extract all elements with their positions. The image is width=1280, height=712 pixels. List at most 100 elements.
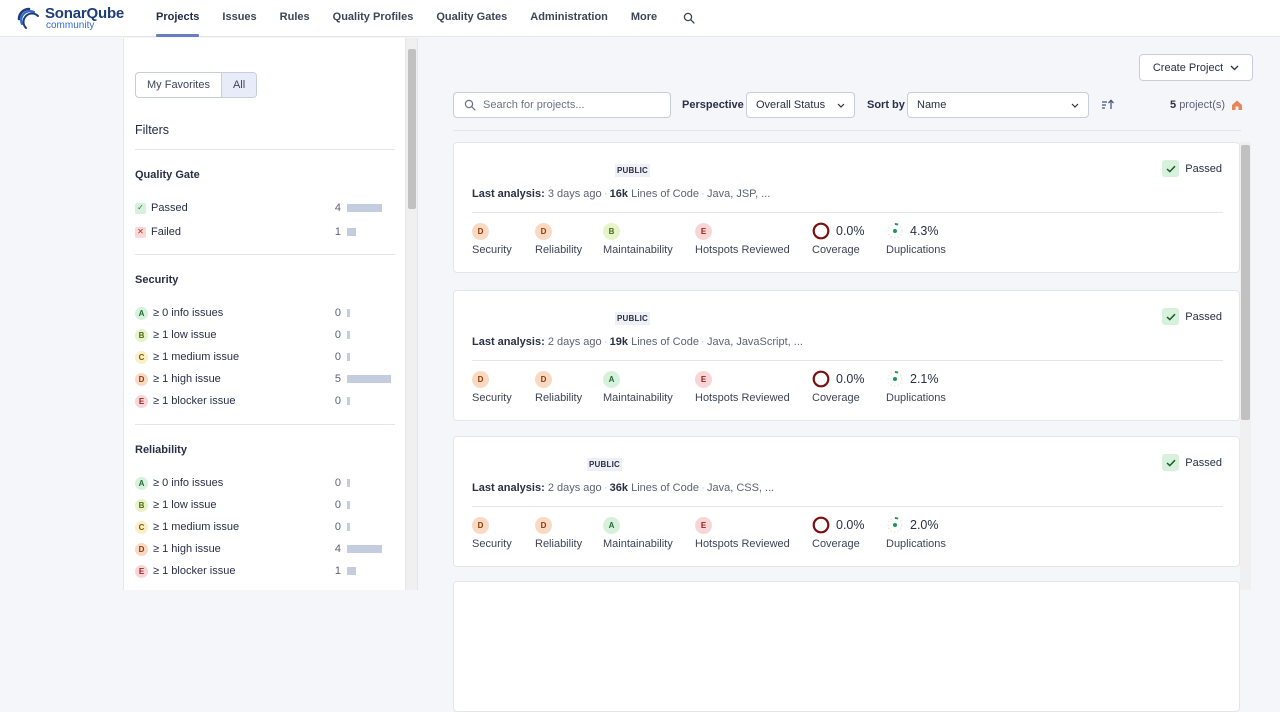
visibility-badge: PUBLIC bbox=[587, 458, 622, 471]
facet-label: ≥ 0 info issues bbox=[153, 307, 224, 319]
measure-security[interactable]: D Security bbox=[472, 516, 512, 550]
measure-maintainability[interactable]: A Maintainability bbox=[603, 516, 673, 550]
facet-qg-passed[interactable]: ✓ Passed 4 bbox=[135, 199, 391, 217]
maintainability-rating-badge: A bbox=[603, 516, 620, 534]
search-icon[interactable] bbox=[683, 12, 695, 24]
measure-coverage[interactable]: 0.0% Coverage bbox=[812, 516, 865, 550]
hotspots-rating-badge: E bbox=[695, 222, 712, 240]
facet-security-c[interactable]: C ≥ 1 medium issue 0 bbox=[135, 348, 391, 366]
search-input[interactable] bbox=[483, 99, 653, 111]
measure-label: Hotspots Reviewed bbox=[695, 538, 790, 550]
facet-reliability-c[interactable]: C ≥ 1 medium issue 0 bbox=[135, 518, 391, 536]
coverage-value: 0.0% bbox=[836, 224, 865, 238]
reliability-rating-badge: D bbox=[535, 370, 552, 388]
facet-label: Passed bbox=[151, 202, 188, 214]
projects-scrollbar[interactable] bbox=[1240, 142, 1251, 590]
measure-coverage[interactable]: 0.0% Coverage bbox=[812, 370, 865, 404]
measure-label: Security bbox=[472, 244, 512, 256]
facet-bar bbox=[347, 567, 356, 575]
chevron-down-icon bbox=[1071, 103, 1079, 108]
measure-hotspots[interactable]: E Hotspots Reviewed bbox=[695, 516, 790, 550]
nav-issues[interactable]: Issues bbox=[222, 11, 257, 23]
measure-maintainability[interactable]: A Maintainability bbox=[603, 370, 673, 404]
nav-quality-profiles[interactable]: Quality Profiles bbox=[332, 11, 414, 23]
sort-select[interactable]: Name bbox=[907, 92, 1089, 118]
facet-reliability-a[interactable]: A ≥ 0 info issues 0 bbox=[135, 474, 391, 492]
reliability-rating-badge: D bbox=[535, 222, 552, 240]
sort-direction-icon[interactable] bbox=[1101, 99, 1115, 110]
facet-security-e[interactable]: E ≥ 1 blocker issue 0 bbox=[135, 392, 391, 410]
facet-count: 0 bbox=[334, 477, 341, 489]
facet-count: 0 bbox=[334, 329, 341, 341]
project-card[interactable]: PUBLIC Passed Last analysis: 3 days ago · 16… bbox=[453, 142, 1240, 273]
scrollbar-thumb[interactable] bbox=[408, 49, 416, 209]
nav-more[interactable]: More bbox=[630, 11, 658, 23]
facet-security-b[interactable]: B ≥ 1 low issue 0 bbox=[135, 326, 391, 344]
facet-bar bbox=[347, 375, 391, 383]
facet-bar bbox=[347, 309, 350, 317]
passed-check-icon: ✓ bbox=[135, 202, 146, 214]
measure-hotspots[interactable]: E Hotspots Reviewed bbox=[695, 222, 790, 256]
sidebar-scrollbar[interactable] bbox=[405, 38, 417, 590]
duplications-value: 2.0% bbox=[910, 518, 939, 532]
facet-bar bbox=[347, 204, 383, 212]
all-button[interactable]: All bbox=[220, 73, 257, 97]
security-rating-badge: D bbox=[472, 222, 489, 240]
facet-label: Failed bbox=[151, 226, 181, 238]
security-rating-badge: D bbox=[472, 516, 489, 534]
measure-coverage[interactable]: 0.0% Coverage bbox=[812, 222, 865, 256]
scrollbar-thumb[interactable] bbox=[1241, 145, 1250, 420]
facet-security-a[interactable]: A ≥ 0 info issues 0 bbox=[135, 304, 391, 322]
measure-label: Reliability bbox=[535, 244, 583, 256]
measure-label: Security bbox=[472, 538, 512, 550]
facet-qg-failed[interactable]: ✕ Failed 1 bbox=[135, 223, 391, 241]
nav-rules[interactable]: Rules bbox=[279, 11, 310, 23]
perspective-select[interactable]: Overall Status bbox=[746, 92, 855, 118]
create-project-button[interactable]: Create Project bbox=[1139, 54, 1253, 81]
quality-gate-status: Passed bbox=[1162, 308, 1222, 325]
quality-gate-status: Passed bbox=[1162, 454, 1222, 471]
measure-duplications[interactable]: 2.0% Duplications bbox=[886, 516, 946, 550]
project-count-value: 5 bbox=[1170, 99, 1177, 111]
measure-duplications[interactable]: 4.3% Duplications bbox=[886, 222, 946, 256]
duplications-value: 2.1% bbox=[910, 372, 939, 386]
nav-projects[interactable]: Projects bbox=[156, 0, 200, 37]
measure-label: Coverage bbox=[812, 392, 860, 404]
reliability-rating-badge: D bbox=[535, 516, 552, 534]
measure-security[interactable]: D Security bbox=[472, 222, 512, 256]
measure-security[interactable]: D Security bbox=[472, 370, 512, 404]
facet-reliability-b[interactable]: B ≥ 1 low issue 0 bbox=[135, 496, 391, 514]
measure-reliability[interactable]: D Reliability bbox=[535, 516, 582, 550]
facet-count: 0 bbox=[334, 307, 341, 319]
languages: Java, CSS, ... bbox=[706, 482, 775, 494]
facet-bar bbox=[347, 353, 350, 361]
nav-quality-gates[interactable]: Quality Gates bbox=[436, 11, 508, 23]
measure-hotspots[interactable]: E Hotspots Reviewed bbox=[695, 370, 790, 404]
card-divider bbox=[472, 360, 1223, 361]
facet-reliability-e[interactable]: E ≥ 1 blocker issue 1 bbox=[135, 562, 391, 580]
loc-label: Lines of Code bbox=[631, 188, 699, 200]
measure-reliability[interactable]: D Reliability bbox=[535, 222, 582, 256]
analysis-label: Last analysis: bbox=[472, 482, 545, 494]
facet-security-d[interactable]: D ≥ 1 high issue 5 bbox=[135, 370, 391, 388]
top-navigation: SonarQube community Projects Issues Rule… bbox=[0, 0, 1280, 37]
maintainability-rating-badge: A bbox=[603, 370, 620, 388]
project-card[interactable]: PUBLIC Passed Last analysis: 2 days ago · 36… bbox=[453, 436, 1240, 567]
home-icon[interactable] bbox=[1231, 99, 1243, 111]
measure-duplications[interactable]: 2.1% Duplications bbox=[886, 370, 946, 404]
facet-reliability-d[interactable]: D ≥ 1 high issue 4 bbox=[135, 540, 391, 558]
favorites-toggle: My Favorites All bbox=[135, 72, 258, 98]
project-card[interactable]: PUBLIC Passed Last analysis: 2 days ago · 19… bbox=[453, 290, 1240, 421]
measure-label: Coverage bbox=[812, 244, 860, 256]
nav-administration[interactable]: Administration bbox=[530, 11, 608, 23]
failed-cross-icon: ✕ bbox=[135, 226, 146, 238]
measure-maintainability[interactable]: B Maintainability bbox=[603, 222, 673, 256]
visibility-badge: PUBLIC bbox=[615, 312, 650, 325]
my-favorites-button[interactable]: My Favorites bbox=[147, 79, 210, 91]
sonarqube-logo[interactable]: SonarQube community bbox=[16, 5, 124, 31]
brand-edition: community bbox=[46, 19, 95, 31]
project-card-partial[interactable] bbox=[453, 581, 1240, 712]
rating-badge: D bbox=[135, 542, 148, 556]
measure-reliability[interactable]: D Reliability bbox=[535, 370, 582, 404]
loc-label: Lines of Code bbox=[631, 336, 699, 348]
